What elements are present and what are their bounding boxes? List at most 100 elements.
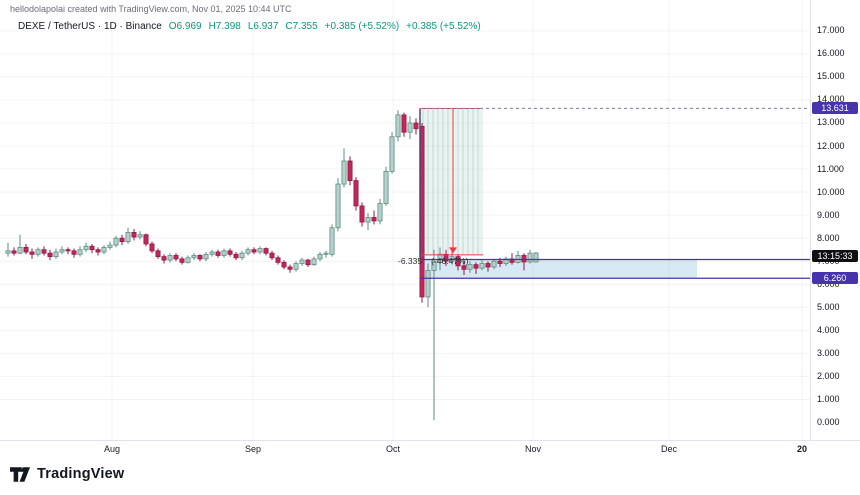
candle-down xyxy=(401,114,407,133)
candle-down xyxy=(347,160,353,181)
candle-up xyxy=(113,237,119,246)
candle-down xyxy=(443,253,449,262)
candle-up xyxy=(221,250,227,256)
candle-down xyxy=(89,245,95,251)
time-tick-label: Aug xyxy=(103,444,121,454)
price-tick-label: 16.000 xyxy=(817,48,845,59)
candle-down xyxy=(359,205,365,223)
candle-up xyxy=(245,249,251,254)
candle-up xyxy=(185,257,191,263)
candle-down xyxy=(23,246,29,253)
candle-up xyxy=(365,217,371,223)
price-tick-label: 9.000 xyxy=(817,209,840,220)
candle-up xyxy=(293,263,299,270)
candle-down xyxy=(41,249,47,254)
candle-up xyxy=(329,227,335,255)
candle-up xyxy=(341,160,347,185)
candle-down xyxy=(47,252,53,258)
price-axis-separator xyxy=(810,0,811,440)
candle-down xyxy=(263,248,269,254)
candle-down xyxy=(179,258,185,263)
candle-up xyxy=(431,261,437,271)
candle-down xyxy=(149,243,155,252)
price-tick-label: 15.000 xyxy=(817,71,845,82)
candle-up xyxy=(389,136,395,172)
candle-up xyxy=(167,255,173,261)
candle-down xyxy=(131,232,137,238)
tradingview-logo[interactable]: TradingView xyxy=(10,466,124,482)
candle-down xyxy=(71,250,77,255)
candle-down xyxy=(65,249,71,252)
time-tick-label: 20 xyxy=(796,444,808,454)
candle-down xyxy=(473,264,479,269)
price-tick-label: 17.000 xyxy=(817,25,845,36)
candle-up xyxy=(239,252,245,259)
candle-down xyxy=(305,259,311,266)
ohlc-high: H7.398 xyxy=(208,21,241,32)
price-tick-label: 0.000 xyxy=(817,417,840,427)
symbol-title: DEXE / TetherUS · 1D · Binance xyxy=(18,21,162,32)
candle-up xyxy=(317,253,323,260)
range-arrow-head xyxy=(449,247,457,254)
candle-down xyxy=(233,253,239,259)
bar-countdown-badge: 13:15:33 xyxy=(812,249,858,262)
candle-up xyxy=(311,258,317,266)
ohlc-change-secondary: +0.385 (+5.52%) xyxy=(406,21,481,32)
time-tick-label: Oct xyxy=(385,444,401,454)
attribution-text: hellodolapolai created with TradingView.… xyxy=(10,4,292,14)
time-tick-label: Sep xyxy=(244,444,262,454)
candle-up xyxy=(203,253,209,260)
candle-up xyxy=(257,248,263,253)
candle-down xyxy=(227,250,233,255)
time-tick-label: Nov xyxy=(524,444,542,454)
ohlc-low: L6.937 xyxy=(247,21,279,32)
candle-up xyxy=(437,253,443,263)
price-tick-label: 12.000 xyxy=(817,140,845,151)
price-tick-label: 3.000 xyxy=(817,347,840,358)
candle-up xyxy=(101,246,107,253)
candle-up xyxy=(383,170,389,205)
time-axis-separator xyxy=(0,440,860,441)
candle-up xyxy=(107,244,113,248)
candle-up xyxy=(191,255,197,259)
price-tick-label: 14.000 xyxy=(817,94,845,105)
ohlc-open: O6.969 xyxy=(168,21,202,32)
tradingview-logo-text: TradingView xyxy=(37,466,125,482)
level-badge-13631: 13.631 xyxy=(812,102,858,115)
price-range-change: -6.335 xyxy=(398,256,423,266)
candle-up xyxy=(527,252,533,263)
candle-up xyxy=(209,251,215,255)
candle-down xyxy=(485,263,491,268)
candle-down xyxy=(281,261,287,268)
price-tick-label: 2.000 xyxy=(817,370,840,381)
candle-down xyxy=(155,250,161,258)
range-box-fill xyxy=(420,108,483,255)
candle-up xyxy=(377,203,383,222)
candle-down xyxy=(215,251,221,256)
candle-down xyxy=(269,252,275,259)
price-tick-label: 10.000 xyxy=(817,186,845,197)
candle-up xyxy=(491,260,497,268)
candle-down xyxy=(95,249,101,253)
price-tick-label: 1.000 xyxy=(817,393,840,404)
candle-down xyxy=(497,260,503,264)
candle-up xyxy=(533,252,539,263)
price-range-label: -6.335 (-46.47%) xyxy=(398,256,468,266)
candle-down xyxy=(29,251,35,255)
candle-up xyxy=(77,249,83,255)
ohlc-close: C7.355 xyxy=(285,21,318,32)
candle-down xyxy=(119,237,125,243)
candle-up xyxy=(5,250,11,254)
price-tick-label: 8.000 xyxy=(817,232,840,243)
candle-down xyxy=(251,249,257,253)
candle-down xyxy=(455,256,461,267)
candle-up xyxy=(59,249,65,253)
candle-up xyxy=(407,122,413,133)
symbol-legend: DEXE / TetherUS · 1D · Binance O6.969 H7… xyxy=(18,21,481,32)
candle-up xyxy=(53,251,59,258)
candle-down xyxy=(353,180,359,207)
level-badge-6260: 6.260 xyxy=(812,272,858,285)
time-tick-label: Dec xyxy=(660,444,678,454)
